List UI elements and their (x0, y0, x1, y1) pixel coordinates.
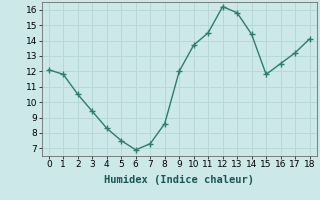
X-axis label: Humidex (Indice chaleur): Humidex (Indice chaleur) (104, 175, 254, 185)
